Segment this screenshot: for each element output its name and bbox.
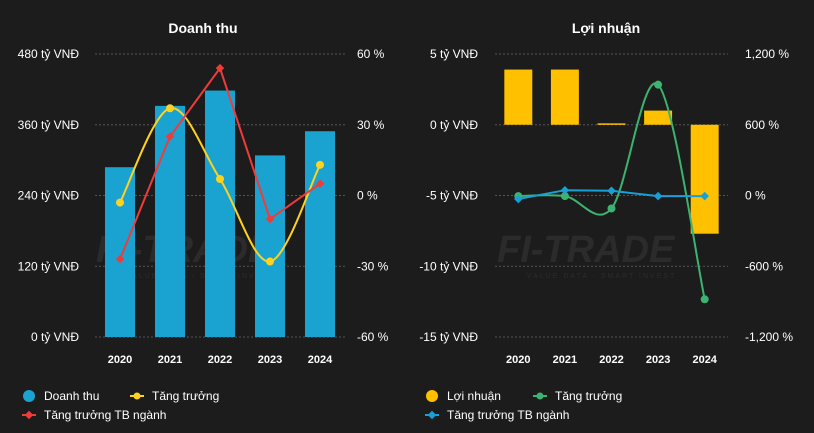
- x-tick-label: 2020: [506, 354, 530, 366]
- legend: Doanh thu Tăng trưởng Tăng trưởng TB ngành: [22, 389, 219, 422]
- y-left-tick-label: 120 tỷ VNĐ: [18, 259, 80, 273]
- x-tick-label: 2021: [158, 354, 182, 366]
- bar-2023: [644, 110, 673, 125]
- growth-point-2021: [560, 192, 569, 201]
- legend-item[interactable]: Lợi nhuận: [426, 389, 501, 403]
- bar-2024: [690, 124, 719, 234]
- legend-label: Lợi nhuận: [447, 389, 501, 403]
- x-tick-label: 2024: [692, 354, 717, 366]
- y-right-tick-label: 0 %: [745, 189, 766, 203]
- growth-point-2024: [316, 160, 324, 169]
- x-tick-label: 2024: [308, 354, 333, 366]
- x-tick-label: 2023: [258, 354, 282, 366]
- legend-marker-circle: [426, 390, 438, 402]
- chart-title: Lợi nhuận: [572, 20, 640, 36]
- y-left-tick-label: 0 tỷ VNĐ: [430, 118, 478, 132]
- industry-point-2024: [315, 179, 325, 188]
- legend-item[interactable]: Doanh thu: [23, 389, 99, 403]
- legend-marker-dot: [133, 392, 141, 400]
- growth-point-2020: [116, 198, 124, 207]
- y-left-tick-label: 5 tỷ VNĐ: [430, 47, 478, 61]
- legend-item[interactable]: Tăng trưởng TB ngành: [425, 408, 569, 422]
- bar-2020: [504, 69, 533, 125]
- legend-marker-dot: [536, 392, 544, 400]
- legend-label: Doanh thu: [44, 389, 99, 403]
- y-right-tick-label: 1,200 %: [745, 47, 789, 61]
- growth-point-2021: [166, 104, 174, 113]
- watermark: FI-TRADE VALUE DATA - SMART INVEST: [497, 229, 676, 280]
- legend-label: Tăng trưởng TB ngành: [44, 408, 166, 422]
- y-right-tick-label: -30 %: [357, 259, 389, 273]
- legend-label: Tăng trưởng: [555, 389, 622, 403]
- legend-label: Tăng trưởng: [152, 389, 219, 403]
- x-tick-label: 2020: [108, 354, 132, 366]
- y-left-tick-label: -10 tỷ VNĐ: [419, 259, 478, 273]
- y-left-tick-label: 240 tỷ VNĐ: [18, 189, 80, 203]
- watermark-tagline: VALUE DATA - SMART INVEST: [126, 273, 275, 280]
- legend-item[interactable]: Tăng trưởng TB ngành: [22, 408, 166, 422]
- industry-point-2022: [607, 186, 616, 196]
- legend-marker-diamond: [24, 410, 34, 420]
- watermark-tagline: VALUE DATA - SMART INVEST: [527, 273, 676, 280]
- legend-item[interactable]: Tăng trưởng: [533, 389, 622, 403]
- legend-item[interactable]: Tăng trưởng: [130, 389, 219, 403]
- y-left-tick-label: 0 tỷ VNĐ: [31, 330, 79, 344]
- y-right-tick-label: -600 %: [745, 259, 783, 273]
- growth-point-2024: [700, 295, 709, 304]
- y-right-tick-label: -60 %: [357, 330, 389, 344]
- y-left-tick-label: -15 tỷ VNĐ: [419, 330, 478, 344]
- growth-point-2022: [607, 204, 616, 213]
- bar-2023: [255, 155, 285, 337]
- bar-2022: [205, 90, 235, 337]
- x-tick-label: 2022: [208, 354, 232, 366]
- y-right-tick-label: -1,200 %: [745, 330, 793, 344]
- bar-2020: [105, 167, 135, 337]
- industry-point-2020: [115, 254, 125, 264]
- growth-point-2022: [216, 174, 224, 183]
- watermark-logo: FI-TRADE: [497, 229, 676, 271]
- y-right-tick-label: 600 %: [745, 118, 779, 132]
- y-left-tick-label: -5 tỷ VNĐ: [426, 189, 478, 203]
- bar-2021: [550, 69, 579, 125]
- x-tick-label: 2023: [646, 354, 670, 366]
- y-right-tick-label: 60 %: [357, 47, 385, 61]
- x-tick-label: 2021: [553, 354, 577, 366]
- industry-point-2023: [653, 191, 663, 201]
- growth-point-2023: [654, 80, 663, 89]
- legend: Lợi nhuận Tăng trưởng Tăng trưởng TB ngành: [425, 389, 622, 422]
- legend-marker-circle: [23, 390, 35, 402]
- chart-panel-2: FI-TRADE VALUE DATA - SMART INVEST Lợi nhu…: [419, 20, 793, 422]
- industry-point-2022: [215, 63, 225, 73]
- bar-2021: [155, 105, 185, 337]
- industry-point-2021: [560, 185, 570, 195]
- legend-label: Tăng trưởng TB ngành: [447, 408, 569, 422]
- y-right-tick-label: 0 %: [357, 189, 378, 203]
- y-right-tick-label: 30 %: [357, 118, 385, 132]
- y-left-tick-label: 360 tỷ VNĐ: [18, 118, 80, 132]
- growth-point-2023: [266, 257, 274, 266]
- industry-point-2023: [265, 214, 275, 224]
- x-tick-label: 2022: [599, 354, 623, 366]
- bar-2022: [597, 123, 626, 125]
- legend-marker-diamond: [427, 410, 437, 420]
- chart-title: Doanh thu: [168, 20, 237, 36]
- industry-point-2021: [165, 132, 175, 141]
- y-left-tick-label: 480 tỷ VNĐ: [18, 47, 80, 61]
